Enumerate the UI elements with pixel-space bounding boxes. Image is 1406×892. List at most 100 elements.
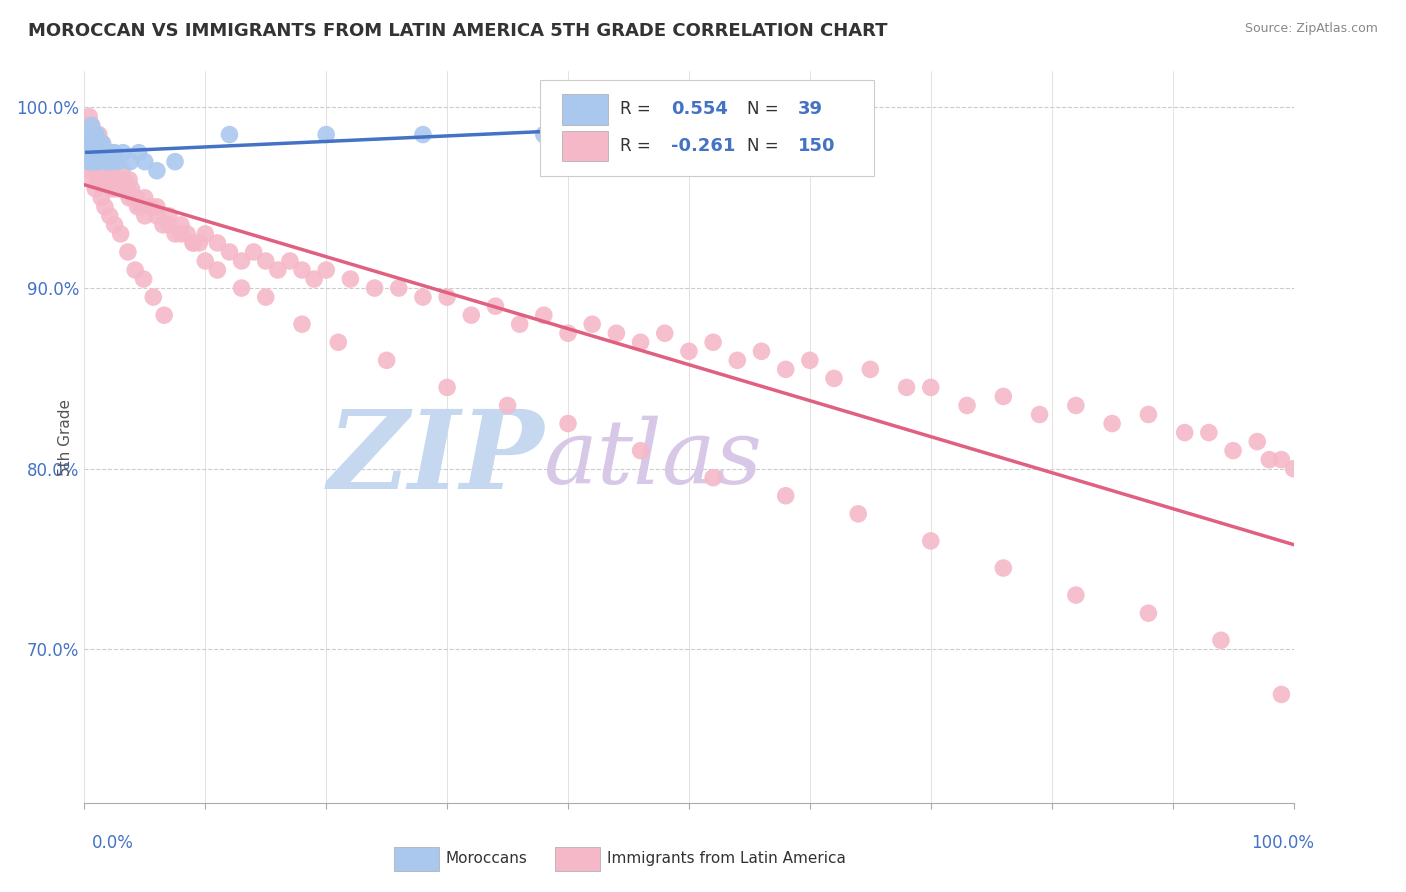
Point: [94, 200, 117, 214]
Point: [104, 218, 127, 232]
Point: [823, 371, 845, 385]
Point: [79, 136, 101, 151]
Point: [82, 154, 104, 169]
Point: [254, 290, 277, 304]
Point: [1270, 688, 1292, 702]
Point: [97, 172, 120, 186]
Point: [231, 281, 253, 295]
Point: [1270, 452, 1292, 467]
Point: [328, 335, 350, 350]
Point: [87, 128, 110, 142]
Point: [80, 145, 103, 160]
Point: [993, 389, 1015, 403]
Point: [111, 182, 134, 196]
Point: [509, 317, 531, 331]
Point: [94, 154, 117, 169]
Point: [79, 154, 101, 169]
Point: [132, 272, 155, 286]
Point: [118, 191, 141, 205]
Point: [1198, 425, 1220, 440]
Point: [86, 145, 108, 160]
Point: [496, 399, 519, 413]
Point: [775, 362, 797, 376]
Point: [557, 417, 579, 431]
Point: [100, 145, 122, 160]
Point: [176, 227, 198, 241]
Point: [76, 128, 98, 142]
Point: [920, 533, 942, 548]
Point: [654, 326, 676, 341]
Point: [86, 136, 108, 151]
Text: Source: ZipAtlas.com: Source: ZipAtlas.com: [1244, 22, 1378, 36]
Text: 0.0%: 0.0%: [91, 834, 134, 852]
Point: [630, 335, 652, 350]
Point: [581, 317, 603, 331]
Point: [533, 308, 555, 322]
Point: [83, 128, 105, 142]
Point: [79, 145, 101, 160]
Point: [104, 145, 127, 160]
Point: [98, 209, 121, 223]
Point: [112, 145, 135, 160]
Point: [86, 128, 108, 142]
Point: [84, 163, 107, 178]
Y-axis label: 5th Grade: 5th Grade: [58, 399, 73, 475]
Point: [388, 281, 411, 295]
FancyBboxPatch shape: [562, 94, 607, 125]
Point: [86, 154, 108, 169]
Point: [218, 128, 240, 142]
Point: [920, 380, 942, 394]
Text: Moroccans: Moroccans: [446, 852, 527, 866]
Point: [291, 317, 314, 331]
Point: [799, 110, 821, 124]
Point: [90, 145, 112, 160]
Point: [557, 326, 579, 341]
Point: [375, 353, 398, 368]
Point: [165, 227, 187, 241]
Point: [97, 145, 120, 160]
Point: [93, 145, 115, 160]
Point: [86, 163, 108, 178]
Text: ZIP: ZIP: [328, 405, 544, 513]
Point: [1137, 408, 1160, 422]
Point: [87, 154, 110, 169]
Point: [82, 136, 104, 151]
Point: [146, 163, 169, 178]
Point: [291, 263, 314, 277]
Point: [105, 172, 128, 186]
FancyBboxPatch shape: [540, 80, 875, 176]
Point: [956, 399, 979, 413]
Text: R =: R =: [620, 137, 657, 155]
Point: [124, 263, 146, 277]
Point: [799, 353, 821, 368]
Point: [630, 443, 652, 458]
Point: [181, 235, 204, 250]
Point: [775, 489, 797, 503]
Point: [86, 172, 108, 186]
Point: [96, 163, 118, 178]
Point: [84, 182, 107, 196]
Point: [218, 244, 240, 259]
Text: 39: 39: [797, 101, 823, 119]
Point: [207, 235, 229, 250]
Text: 100.0%: 100.0%: [1251, 834, 1315, 852]
Point: [86, 128, 108, 142]
Point: [702, 471, 724, 485]
Point: [80, 119, 103, 133]
Point: [157, 218, 180, 232]
Point: [242, 244, 264, 259]
Point: [127, 200, 149, 214]
Point: [84, 154, 107, 169]
Point: [84, 145, 107, 160]
Point: [129, 200, 152, 214]
Point: [194, 227, 217, 241]
Point: [152, 218, 174, 232]
Point: [80, 145, 103, 160]
Point: [107, 154, 129, 169]
Point: [139, 200, 162, 214]
Point: [363, 281, 385, 295]
Point: [82, 172, 104, 186]
Point: [302, 272, 325, 286]
Point: [436, 290, 458, 304]
Point: [194, 254, 217, 268]
